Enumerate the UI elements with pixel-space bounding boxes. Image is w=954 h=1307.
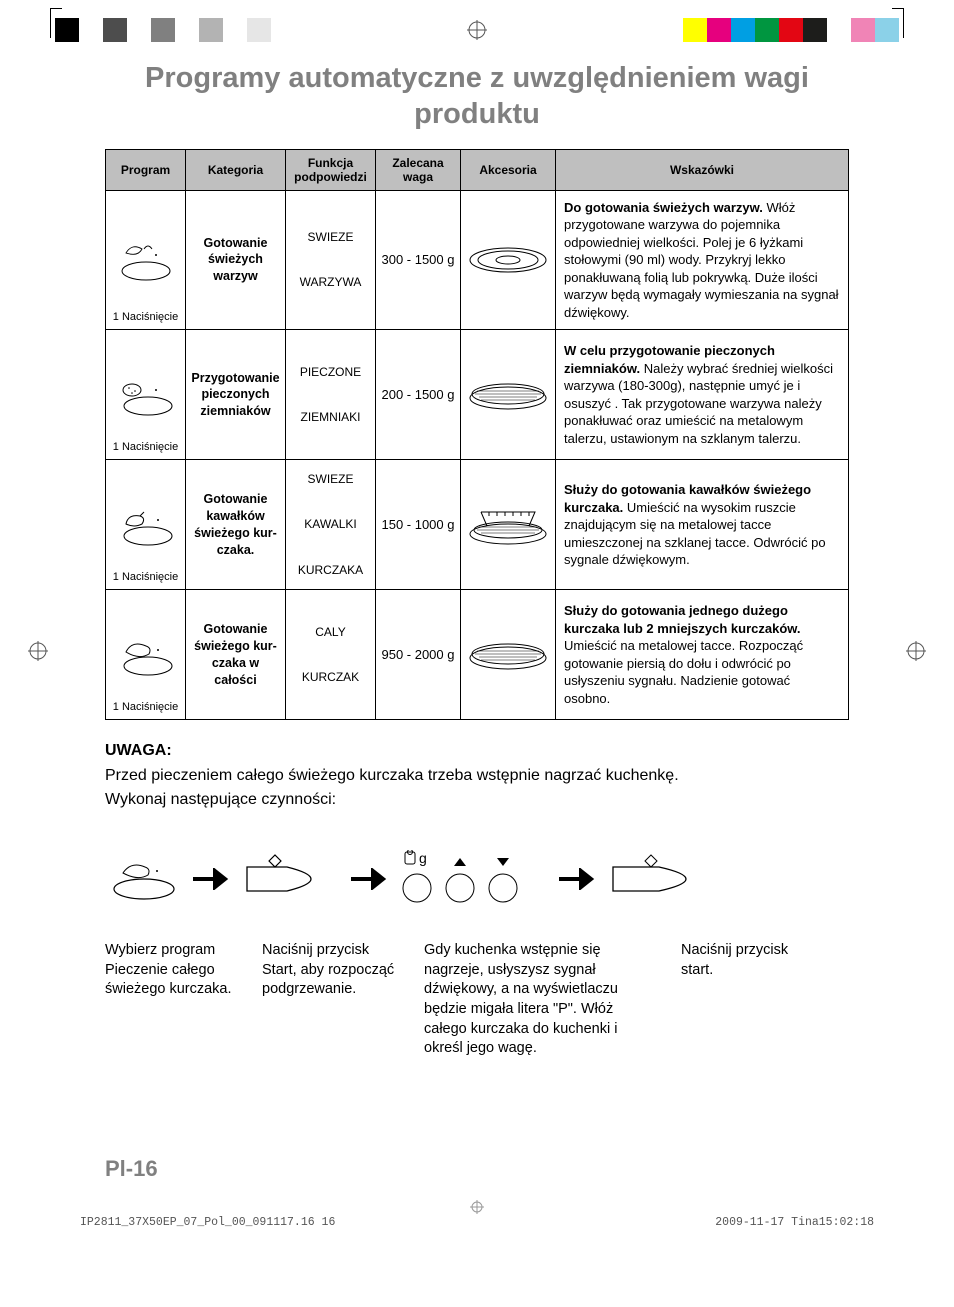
note-line: Wykonaj następujące czynności: xyxy=(105,788,849,812)
arrow-icon xyxy=(557,864,599,898)
start-button-icon xyxy=(607,853,717,908)
start-button-icon xyxy=(241,853,341,908)
program-cell: 1 Naciśnięcie xyxy=(106,460,186,590)
th-wskazowki: Wskazówki xyxy=(556,149,849,190)
registration-mark-icon xyxy=(906,641,926,667)
svg-text:g: g xyxy=(419,850,427,866)
program-cell: 1 Naciśnięcie xyxy=(106,590,186,720)
step-caption: Naciśnij przycisk start. xyxy=(681,941,821,1058)
function-cell: SWIEZEKAWALKIKURCZAKA xyxy=(286,460,376,590)
table-row: 1 NaciśnięciePrzygotowanie pieczonych zi… xyxy=(106,330,849,460)
page-content: Programy automatyczne z uwzględnieniem w… xyxy=(105,60,849,1059)
arrow-icon xyxy=(191,864,233,898)
accessory-cell xyxy=(461,190,556,330)
accessory-cell xyxy=(461,460,556,590)
tips-cell: Służy do gotowania jednego dużego kurcza… xyxy=(556,590,849,720)
print-footer: IP2811_37X50EP_07_Pol_00_091117.16 16 20… xyxy=(80,1216,874,1229)
page-title: Programy automatyczne z uwzględnieniem w… xyxy=(105,60,849,133)
arrow-icon xyxy=(349,864,391,898)
function-cell: PIECZONEZIEMNIAKI xyxy=(286,330,376,460)
steps-diagram: g xyxy=(105,850,849,911)
program-cell: 1 Naciśnięcie xyxy=(106,330,186,460)
category-cell: Gotowanie świeżych warzyw xyxy=(186,190,286,330)
programs-table: Program Kategoria Funkcja podpowiedzi Za… xyxy=(105,149,849,721)
th-akcesoria: Akcesoria xyxy=(461,149,556,190)
registration-mark-icon xyxy=(470,1200,484,1217)
press-label: 1 Naciśnięcie xyxy=(106,311,185,323)
chicken-plate-icon xyxy=(105,853,183,908)
th-program: Program xyxy=(106,149,186,190)
registration-mark-icon xyxy=(467,20,487,46)
note-title: UWAGA: xyxy=(105,742,849,760)
step-caption: Naciśnij przycisk Start, aby rozpocząć p… xyxy=(262,941,402,1058)
step-caption: Wybierz program Pieczenie całego świeżeg… xyxy=(105,941,240,1058)
category-cell: Gotowanie świeżego kur­czaka w całości xyxy=(186,590,286,720)
table-row: 1 NaciśnięcieGotowanie świeżego kur­czak… xyxy=(106,590,849,720)
weight-cell: 950 - 2000 g xyxy=(376,590,461,720)
th-waga: Zalecana waga xyxy=(376,149,461,190)
weight-cell: 300 - 1500 g xyxy=(376,190,461,330)
category-cell: Gotowanie kawałków świeżego kur­czaka. xyxy=(186,460,286,590)
tips-cell: W celu przygotowanie pieczonych ziemniak… xyxy=(556,330,849,460)
category-cell: Przygotowanie pieczonych ziemniaków xyxy=(186,330,286,460)
step-caption: Gdy kuchenka wstępnie się nagrzeje, usły… xyxy=(424,941,659,1058)
function-cell: CALYKURCZAK xyxy=(286,590,376,720)
note-line: Przed pieczeniem całego świeżego kurczak… xyxy=(105,764,849,788)
steps-captions: Wybierz program Pieczenie całego świeżeg… xyxy=(105,941,849,1058)
accessory-cell xyxy=(461,330,556,460)
press-label: 1 Naciśnięcie xyxy=(106,701,185,713)
tips-cell: Służy do gotowania kawałków świeżego kur… xyxy=(556,460,849,590)
table-row: 1 NaciśnięcieGotowanie kawałków świeżego… xyxy=(106,460,849,590)
function-cell: SWIEZEWARZYWA xyxy=(286,190,376,330)
program-cell: 1 Naciśnięcie xyxy=(106,190,186,330)
th-funkcja: Funkcja podpowiedzi xyxy=(286,149,376,190)
weight-cell: 150 - 1000 g xyxy=(376,460,461,590)
press-label: 1 Naciśnięcie xyxy=(106,441,185,453)
accessory-cell xyxy=(461,590,556,720)
th-kategoria: Kategoria xyxy=(186,149,286,190)
registration-mark-icon xyxy=(28,641,48,667)
press-label: 1 Naciśnięcie xyxy=(106,571,185,583)
table-row: 1 NaciśnięcieGotowanie świeżych warzywSW… xyxy=(106,190,849,330)
tips-cell: Do gotowania świeżych warzyw. Włóż przyg… xyxy=(556,190,849,330)
footer-right: 2009-11-17 Tina15:02:18 xyxy=(715,1216,874,1229)
footer-left: IP2811_37X50EP_07_Pol_00_091117.16 16 xyxy=(80,1216,335,1229)
note-section: UWAGA: Przed pieczeniem całego świeżego … xyxy=(105,742,849,812)
weight-cell: 200 - 1500 g xyxy=(376,330,461,460)
weight-buttons-icon: g xyxy=(399,850,549,911)
page-number: Pl-16 xyxy=(105,1156,158,1182)
